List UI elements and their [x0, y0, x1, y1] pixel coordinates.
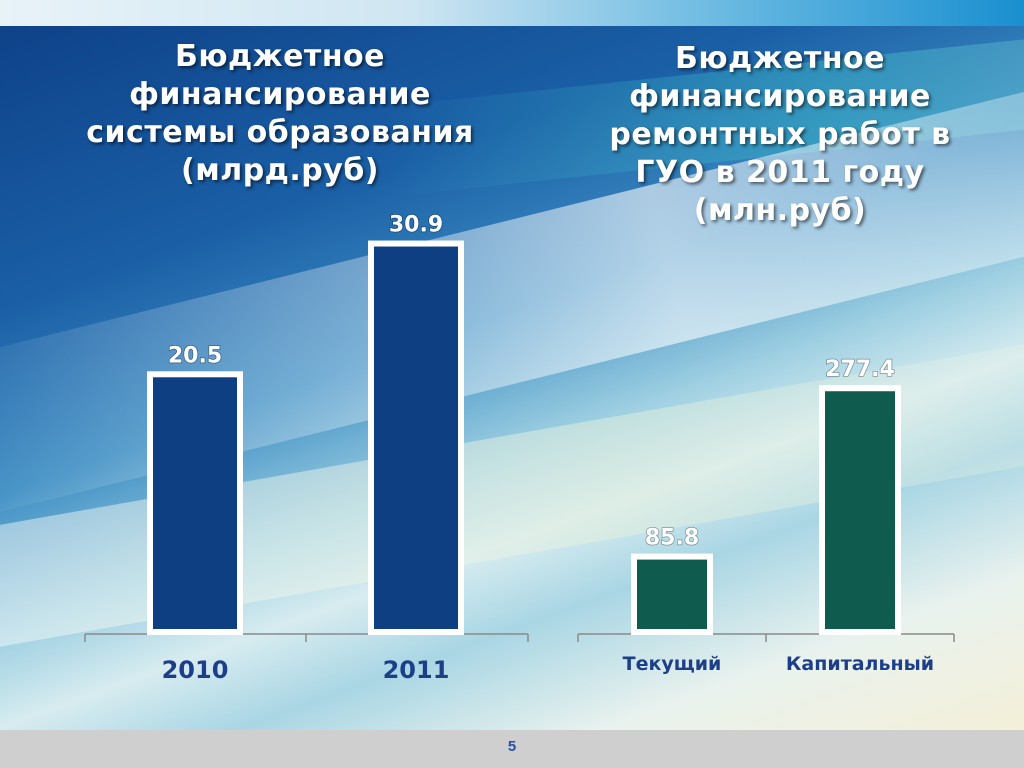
chart-1-title-line: финансирование	[129, 77, 431, 112]
chart-2-title-line: Бюджетное	[674, 41, 886, 76]
x-tick-label: 2011	[383, 656, 450, 684]
chart-2-title-line: ремонтных работ в	[609, 117, 951, 152]
chart-1-title-line: (млрд.руб)	[181, 153, 379, 188]
top-bar	[0, 0, 1024, 26]
chart-2-title-line: финансирование	[629, 79, 931, 114]
chart-1-title-line: Бюджетное	[174, 39, 386, 74]
bar	[631, 553, 713, 635]
chart-2-title-line: ГУО в 2011 году	[635, 155, 925, 190]
footer-bar: 5	[0, 730, 1024, 768]
chart-2-title: Бюджетное финансирование ремонтных работ…	[560, 40, 1000, 230]
data-label: 85.8	[645, 526, 699, 551]
bar	[819, 385, 901, 635]
data-label: 20.5	[168, 343, 222, 368]
chart-1-title: Бюджетное финансирование системы образов…	[60, 38, 500, 190]
bar	[368, 240, 464, 636]
data-label: 277.4	[825, 357, 895, 382]
page-number: 5	[507, 738, 517, 755]
x-tick-label: Капитальный	[786, 653, 934, 675]
bar-charts: 20.5 2010 30.9 2011 85.8 Текущий 277.4 Капиталь…	[84, 212, 955, 684]
x-tick-label: Текущий	[623, 653, 722, 675]
bar	[147, 371, 243, 635]
chart-1-title-line: системы образования	[86, 115, 474, 150]
data-label: 30.9	[389, 213, 443, 238]
x-tick-label: 2010	[162, 656, 229, 684]
chart-2-title-line: (млн.руб)	[693, 193, 867, 228]
